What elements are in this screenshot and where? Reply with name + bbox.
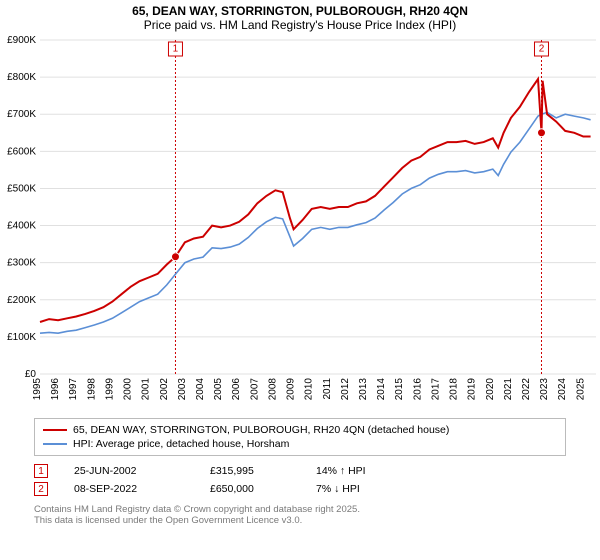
- chart-area: £0£100K£200K£300K£400K£500K£600K£700K£80…: [0, 34, 600, 414]
- marker-row: 1 25-JUN-2002 £315,995 14% ↑ HPI: [34, 462, 566, 480]
- svg-text:2000: 2000: [123, 378, 134, 401]
- svg-text:2023: 2023: [539, 378, 550, 401]
- svg-text:£100K: £100K: [7, 332, 36, 343]
- svg-text:2021: 2021: [503, 378, 514, 401]
- svg-text:2020: 2020: [485, 378, 496, 401]
- marker-price: £315,995: [210, 465, 290, 477]
- svg-text:£400K: £400K: [7, 221, 36, 232]
- svg-text:1997: 1997: [68, 378, 79, 401]
- svg-text:2: 2: [539, 44, 545, 55]
- svg-text:2007: 2007: [249, 378, 260, 401]
- marker-date: 08-SEP-2022: [74, 483, 184, 495]
- marker-badge: 2: [34, 482, 48, 496]
- svg-text:£500K: £500K: [7, 183, 36, 194]
- markers-info: 1 25-JUN-2002 £315,995 14% ↑ HPI 2 08-SEP-202…: [34, 462, 566, 498]
- footnote: Contains HM Land Registry data © Crown c…: [34, 504, 566, 527]
- marker-price: £650,000: [210, 483, 290, 495]
- svg-text:£700K: £700K: [7, 109, 36, 120]
- svg-text:2019: 2019: [467, 378, 478, 401]
- svg-text:2022: 2022: [521, 378, 532, 401]
- marker-pct: 14% ↑ HPI: [316, 465, 426, 477]
- marker-row: 2 08-SEP-2022 £650,000 7% ↓ HPI: [34, 480, 566, 498]
- svg-text:2012: 2012: [340, 378, 351, 401]
- title-line2: Price paid vs. HM Land Registry's House …: [0, 18, 600, 32]
- legend: 65, DEAN WAY, STORRINGTON, PULBOROUGH, R…: [34, 418, 566, 456]
- line-chart-svg: £0£100K£200K£300K£400K£500K£600K£700K£80…: [0, 34, 600, 414]
- svg-text:2017: 2017: [430, 378, 441, 401]
- legend-swatch-hpi: [43, 443, 67, 445]
- svg-text:£300K: £300K: [7, 258, 36, 269]
- svg-text:2004: 2004: [195, 378, 206, 401]
- legend-swatch-property: [43, 429, 67, 431]
- legend-label-property: 65, DEAN WAY, STORRINGTON, PULBOROUGH, R…: [73, 424, 449, 436]
- svg-text:2003: 2003: [177, 378, 188, 401]
- marker-date: 25-JUN-2002: [74, 465, 184, 477]
- svg-text:2006: 2006: [231, 378, 242, 401]
- legend-row-property: 65, DEAN WAY, STORRINGTON, PULBOROUGH, R…: [43, 423, 557, 437]
- svg-text:2005: 2005: [213, 378, 224, 401]
- svg-text:2016: 2016: [412, 378, 423, 401]
- marker-pct: 7% ↓ HPI: [316, 483, 426, 495]
- svg-text:1998: 1998: [86, 378, 97, 401]
- svg-text:2014: 2014: [376, 378, 387, 401]
- svg-text:2018: 2018: [449, 378, 460, 401]
- legend-label-hpi: HPI: Average price, detached house, Hors…: [73, 438, 289, 450]
- svg-text:1999: 1999: [104, 378, 115, 401]
- svg-text:2010: 2010: [304, 378, 315, 401]
- svg-text:2001: 2001: [141, 378, 152, 401]
- svg-text:£600K: £600K: [7, 146, 36, 157]
- legend-row-hpi: HPI: Average price, detached house, Hors…: [43, 437, 557, 451]
- title-line1: 65, DEAN WAY, STORRINGTON, PULBOROUGH, R…: [0, 4, 600, 18]
- marker-badge: 1: [34, 464, 48, 478]
- svg-text:£800K: £800K: [7, 72, 36, 83]
- svg-text:£200K: £200K: [7, 295, 36, 306]
- svg-text:2013: 2013: [358, 378, 369, 401]
- svg-text:1995: 1995: [32, 378, 43, 401]
- svg-text:2009: 2009: [286, 378, 297, 401]
- svg-text:2025: 2025: [575, 378, 586, 401]
- svg-text:1996: 1996: [50, 378, 61, 401]
- svg-text:2011: 2011: [322, 378, 333, 400]
- svg-text:2002: 2002: [159, 378, 170, 401]
- svg-text:2015: 2015: [394, 378, 405, 401]
- svg-text:2008: 2008: [267, 378, 278, 401]
- svg-text:2024: 2024: [557, 378, 568, 401]
- chart-title-block: 65, DEAN WAY, STORRINGTON, PULBOROUGH, R…: [0, 0, 600, 34]
- svg-text:£900K: £900K: [7, 35, 36, 46]
- svg-text:1: 1: [173, 44, 179, 55]
- footnote-line2: This data is licensed under the Open Gov…: [34, 515, 566, 526]
- footnote-line1: Contains HM Land Registry data © Crown c…: [34, 504, 566, 515]
